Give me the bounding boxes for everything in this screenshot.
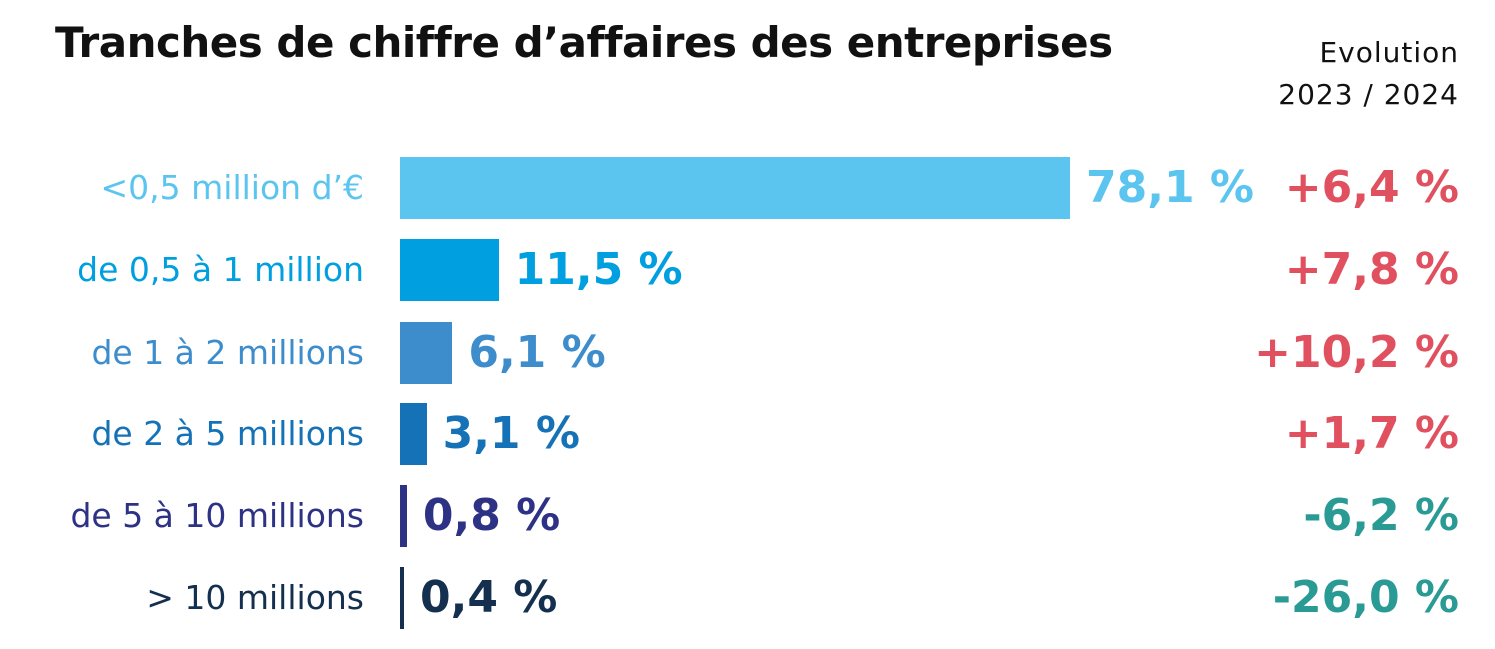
bar-row: de 5 à 10 millions 0,8 % -6,2 % [0,483,1495,549]
bar-value-label: 0,8 % [422,490,561,541]
bar-value-label: 3,1 % [442,408,580,459]
evolution-value: -26,0 % [1272,572,1459,623]
evolution-value: +1,7 % [1284,408,1459,459]
evolution-header-line-1: Evolution [1319,36,1459,69]
bar [400,157,1070,219]
bar-value-label: 78,1 % [1086,162,1254,213]
category-label: de 1 à 2 millions [91,333,364,372]
bar [400,239,499,301]
category-label: de 5 à 10 millions [70,496,364,535]
evolution-value: -6,2 % [1303,490,1459,541]
bar-row: de 1 à 2 millions 6,1 % +10,2 % [0,320,1495,386]
evolution-value: +10,2 % [1254,327,1459,378]
category-label: de 0,5 à 1 million [77,250,364,289]
bar-row: de 0,5 à 1 million 11,5 % +7,8 % [0,237,1495,303]
evolution-value: +7,8 % [1284,244,1459,295]
bar [400,403,427,465]
bar [400,322,453,384]
bar-row: de 2 à 5 millions 3,1 % +1,7 % [0,401,1495,467]
evolution-value: +6,4 % [1284,162,1459,213]
evolution-column-header: Evolution 2023 / 2024 [1278,32,1459,116]
category-label: <0,5 million d’€ [100,168,364,207]
bar [400,485,407,547]
bar-row: > 10 millions 0,4 % -26,0 % [0,565,1495,631]
bar-value-label: 6,1 % [468,327,606,378]
bar-value-label: 11,5 % [514,244,683,295]
bar [400,567,404,629]
bar-value-label: 0,4 % [420,572,558,623]
category-label: de 2 à 5 millions [91,414,364,453]
category-label: > 10 millions [146,578,364,617]
bar-row: <0,5 million d’€ 78,1 % +6,4 % [0,155,1495,221]
chart-title: Tranches de chiffre d’affaires des entre… [55,18,1113,67]
evolution-header-line-2: 2023 / 2024 [1278,78,1459,111]
